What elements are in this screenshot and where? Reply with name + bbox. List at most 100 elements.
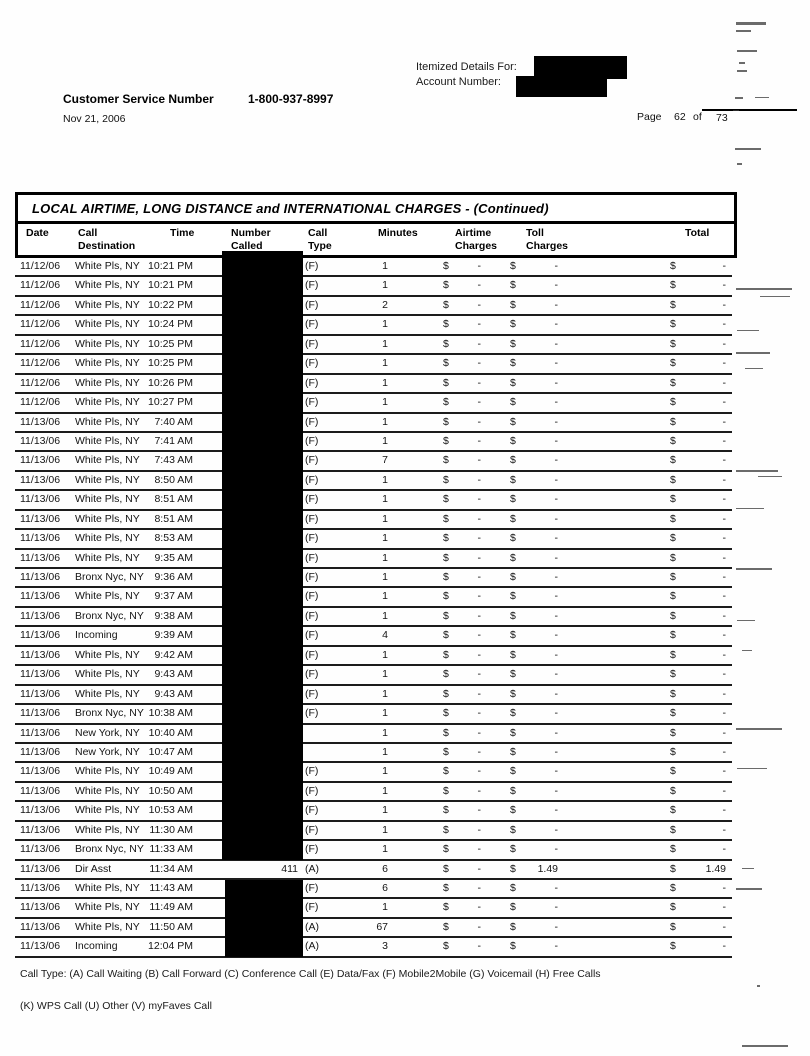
cell-date: 11/13/06 (20, 415, 61, 428)
total-currency-symbol: $ (670, 473, 676, 486)
cell-toll-value: - (554, 745, 559, 758)
cell-toll-value: - (554, 337, 559, 350)
scan-noise-mark (737, 620, 755, 621)
cell-airtime-value: - (477, 726, 482, 739)
scan-noise-mark (735, 97, 743, 99)
airtime-currency-symbol: $ (443, 415, 449, 428)
cell-time: 10:26 PM (148, 376, 193, 389)
cell-total-value: - (722, 726, 727, 739)
scan-noise-mark (742, 1045, 788, 1047)
toll-currency-symbol: $ (510, 512, 516, 525)
scan-noise-mark (760, 296, 790, 297)
cell-minutes: 4 (382, 629, 388, 642)
cell-time: 11:50 AM (149, 920, 193, 933)
total-currency-symbol: $ (670, 434, 676, 447)
cell-total-value: - (722, 454, 727, 467)
cell-airtime-value: - (477, 687, 482, 700)
redaction-box-subscriber (534, 56, 627, 79)
cell-destination: White Pls, NY (75, 765, 140, 778)
cell-toll-value: - (554, 454, 559, 467)
cell-toll-value: - (554, 532, 559, 545)
cell-date: 11/13/06 (20, 765, 61, 778)
cell-toll-value: - (554, 357, 559, 370)
airtime-currency-symbol: $ (443, 784, 449, 797)
table-row: 11/13/06 White Pls, NY 11:50 AM (A) 67 $ - $ - $ - (15, 919, 732, 939)
cell-toll-value: - (554, 648, 559, 661)
toll-currency-symbol: $ (510, 862, 516, 875)
page-total: 73 (716, 112, 728, 124)
airtime-currency-symbol: $ (443, 843, 449, 856)
cell-time: 7:41 AM (154, 434, 193, 447)
cell-toll-value: - (554, 804, 559, 817)
airtime-currency-symbol: $ (443, 376, 449, 389)
col-airtime-charges: Airtime Charges (455, 227, 498, 252)
page-of: of (693, 111, 702, 123)
total-currency-symbol: $ (670, 687, 676, 700)
table-row: 11/13/06 White Pls, NY 9:37 AM (F) 1 $ - $ - $ - (15, 588, 732, 608)
airtime-currency-symbol: $ (443, 745, 449, 758)
table-row: 11/13/06 White Pls, NY 9:42 AM (F) 1 $ - $ - $ - (15, 647, 732, 667)
cell-destination: White Pls, NY (75, 454, 140, 467)
airtime-currency-symbol: $ (443, 629, 449, 642)
cell-toll-value: - (554, 823, 559, 836)
airtime-currency-symbol: $ (443, 609, 449, 622)
toll-currency-symbol: $ (510, 940, 516, 953)
cell-airtime-value: - (477, 415, 482, 428)
cell-minutes: 1 (382, 493, 388, 506)
table-row: 11/13/06 Incoming 12:04 PM (A) 3 $ - $ - $ - (15, 938, 732, 958)
cell-time: 10:49 AM (148, 765, 193, 778)
toll-currency-symbol: $ (510, 357, 516, 370)
total-currency-symbol: $ (670, 590, 676, 603)
cell-time: 7:40 AM (154, 415, 193, 428)
airtime-currency-symbol: $ (443, 396, 449, 409)
airtime-currency-symbol: $ (443, 551, 449, 564)
toll-currency-symbol: $ (510, 745, 516, 758)
cell-date: 11/12/06 (20, 357, 61, 370)
cell-total-value: - (722, 337, 727, 350)
cell-call-type: (F) (305, 551, 319, 564)
total-currency-symbol: $ (670, 318, 676, 331)
cell-call-type: (F) (305, 882, 319, 894)
scan-noise-mark (739, 62, 745, 64)
airtime-currency-symbol: $ (443, 687, 449, 700)
cell-airtime-value: - (477, 260, 482, 272)
cell-destination: White Pls, NY (75, 357, 140, 370)
cell-call-type: (F) (305, 648, 319, 661)
cell-call-type: (F) (305, 571, 319, 583)
table-row: 11/12/06 White Pls, NY 10:21 PM (F) 1 $ - $ - $ - (15, 277, 732, 297)
toll-currency-symbol: $ (510, 454, 516, 467)
cell-total-value: - (722, 901, 727, 914)
cell-toll-value: - (554, 512, 559, 525)
scan-noise-mark (737, 163, 742, 165)
cell-date: 11/13/06 (20, 532, 61, 545)
airtime-currency-symbol: $ (443, 590, 449, 603)
cell-time: 8:53 AM (154, 532, 193, 545)
cell-destination: White Pls, NY (75, 473, 140, 486)
cell-destination: New York, NY (75, 726, 140, 739)
cell-time: 11:33 AM (149, 843, 193, 856)
table-row: 11/13/06 New York, NY 10:47 AM 1 $ - $ - $ - (15, 744, 732, 764)
cell-minutes: 1 (382, 901, 388, 914)
cell-airtime-value: - (477, 512, 482, 525)
airtime-currency-symbol: $ (443, 357, 449, 370)
airtime-currency-symbol: $ (443, 804, 449, 817)
cell-airtime-value: - (477, 804, 482, 817)
scan-noise-mark (736, 22, 766, 25)
table-row: 11/13/06 White Pls, NY 7:40 AM (F) 1 $ - $ - $ - (15, 414, 732, 433)
cell-date: 11/13/06 (20, 609, 61, 622)
cell-destination: White Pls, NY (75, 337, 140, 350)
table-row: 11/12/06 White Pls, NY 10:22 PM (F) 2 $ - $ - $ - (15, 297, 732, 317)
cell-date: 11/13/06 (20, 493, 61, 506)
cell-destination: Incoming (75, 940, 118, 953)
toll-currency-symbol: $ (510, 920, 516, 933)
cell-toll-value: - (554, 765, 559, 778)
table-row: 11/13/06 White Pls, NY 10:49 AM (F) 1 $ - $ - $ - (15, 763, 732, 783)
cell-airtime-value: - (477, 279, 482, 292)
cell-call-type: (A) (305, 920, 319, 933)
call-type-legend-line1: Call Type: (A) Call Waiting (B) Call For… (20, 968, 601, 980)
cell-time: 9:35 AM (154, 551, 193, 564)
cell-toll-value: - (554, 415, 559, 428)
cell-call-type: (F) (305, 843, 319, 856)
cell-time: 9:43 AM (154, 687, 193, 700)
cell-airtime-value: - (477, 940, 482, 953)
